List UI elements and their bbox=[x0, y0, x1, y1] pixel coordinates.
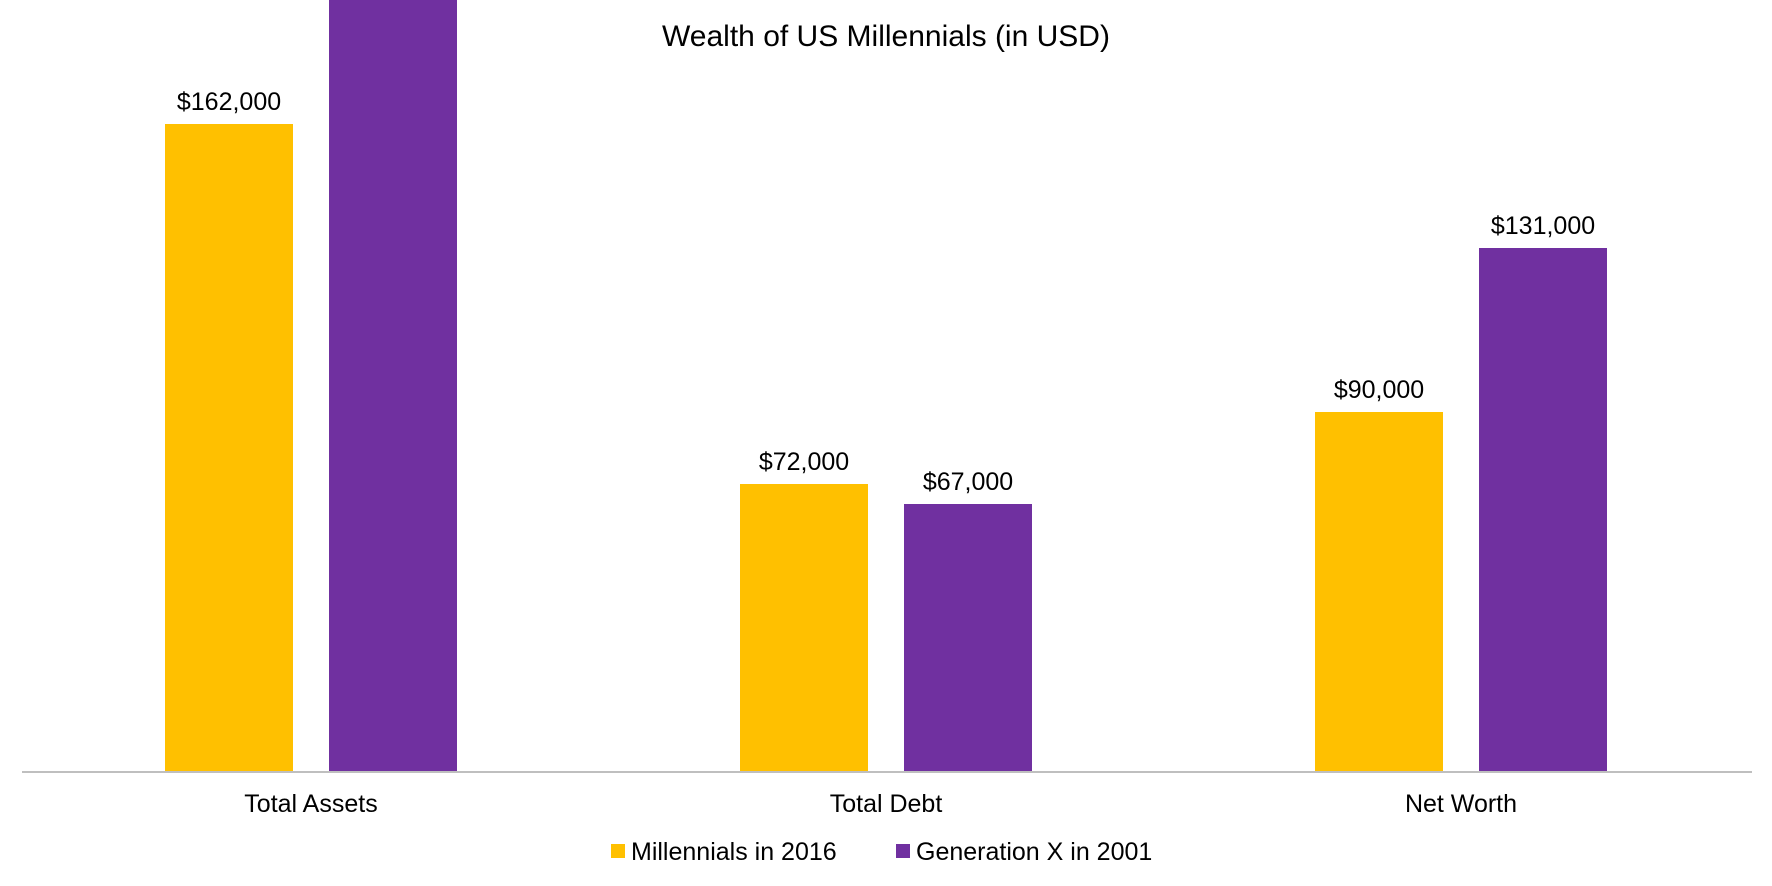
bar-net-worth-millennials-in-2016 bbox=[1315, 412, 1443, 772]
legend-label-generation-x-in-2001: Generation X in 2001 bbox=[916, 838, 1152, 866]
category-label-total-assets: Total Assets bbox=[244, 790, 377, 818]
category-label-total-debt: Total Debt bbox=[830, 790, 943, 818]
chart-title: Wealth of US Millennials (in USD) bbox=[662, 20, 1110, 53]
bar-net-worth-generation-x-in-2001 bbox=[1479, 248, 1607, 772]
legend-swatch-millennials-in-2016 bbox=[611, 844, 625, 858]
bar-total-assets-millennials-in-2016 bbox=[165, 124, 293, 772]
category-label-net-worth: Net Worth bbox=[1405, 790, 1517, 818]
bar-total-debt-millennials-in-2016 bbox=[740, 484, 868, 772]
data-label-net-worth-millennials-in-2016: $90,000 bbox=[1334, 376, 1424, 404]
bar-total-assets-generation-x-in-2001 bbox=[329, 0, 457, 772]
data-label-total-assets-millennials-in-2016: $162,000 bbox=[177, 88, 281, 116]
bar-total-debt-generation-x-in-2001 bbox=[904, 504, 1032, 772]
data-label-total-debt-generation-x-in-2001: $67,000 bbox=[923, 468, 1013, 496]
x-axis-tick-labels: Total Assets Total Debt Net Worth bbox=[244, 790, 1517, 818]
legend: Millennials in 2016 Generation X in 2001 bbox=[611, 838, 1152, 866]
legend-label-millennials-in-2016: Millennials in 2016 bbox=[631, 838, 837, 866]
plot-area: $162,000$198,000$72,000$67,000$90,000$13… bbox=[165, 0, 1607, 772]
legend-swatch-generation-x-in-2001 bbox=[896, 844, 910, 858]
data-label-total-debt-millennials-in-2016: $72,000 bbox=[759, 448, 849, 476]
data-label-net-worth-generation-x-in-2001: $131,000 bbox=[1491, 212, 1595, 240]
